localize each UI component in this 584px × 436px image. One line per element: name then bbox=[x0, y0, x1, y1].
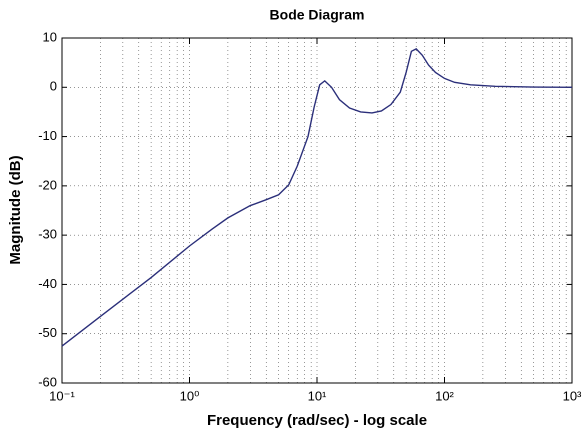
x-axis-label: Frequency (rad/sec) - log scale bbox=[207, 412, 427, 429]
y-tick-label: -20 bbox=[38, 177, 57, 192]
y-tick-label: 0 bbox=[50, 79, 57, 94]
x-tick-label: 10⁰ bbox=[180, 388, 200, 403]
y-tick-label: -30 bbox=[38, 227, 57, 242]
y-tick-label: 10 bbox=[43, 29, 57, 44]
x-tick-label: 10¹ bbox=[308, 388, 327, 403]
y-tick-label: -60 bbox=[38, 374, 57, 389]
line-series bbox=[61, 47, 573, 347]
x-tick-label: 10⁻¹ bbox=[49, 388, 75, 403]
y-tick-label: -50 bbox=[38, 325, 57, 340]
x-tick-label: 10³ bbox=[563, 388, 582, 403]
y-tick-label: -40 bbox=[38, 276, 57, 291]
y-tick-label: -10 bbox=[38, 128, 57, 143]
x-tick-label: 10² bbox=[435, 388, 454, 403]
plot-frame bbox=[61, 37, 573, 384]
chart-title: Bode Diagram bbox=[270, 7, 365, 23]
y-axis-label: Magnitude (dB) bbox=[7, 155, 24, 264]
